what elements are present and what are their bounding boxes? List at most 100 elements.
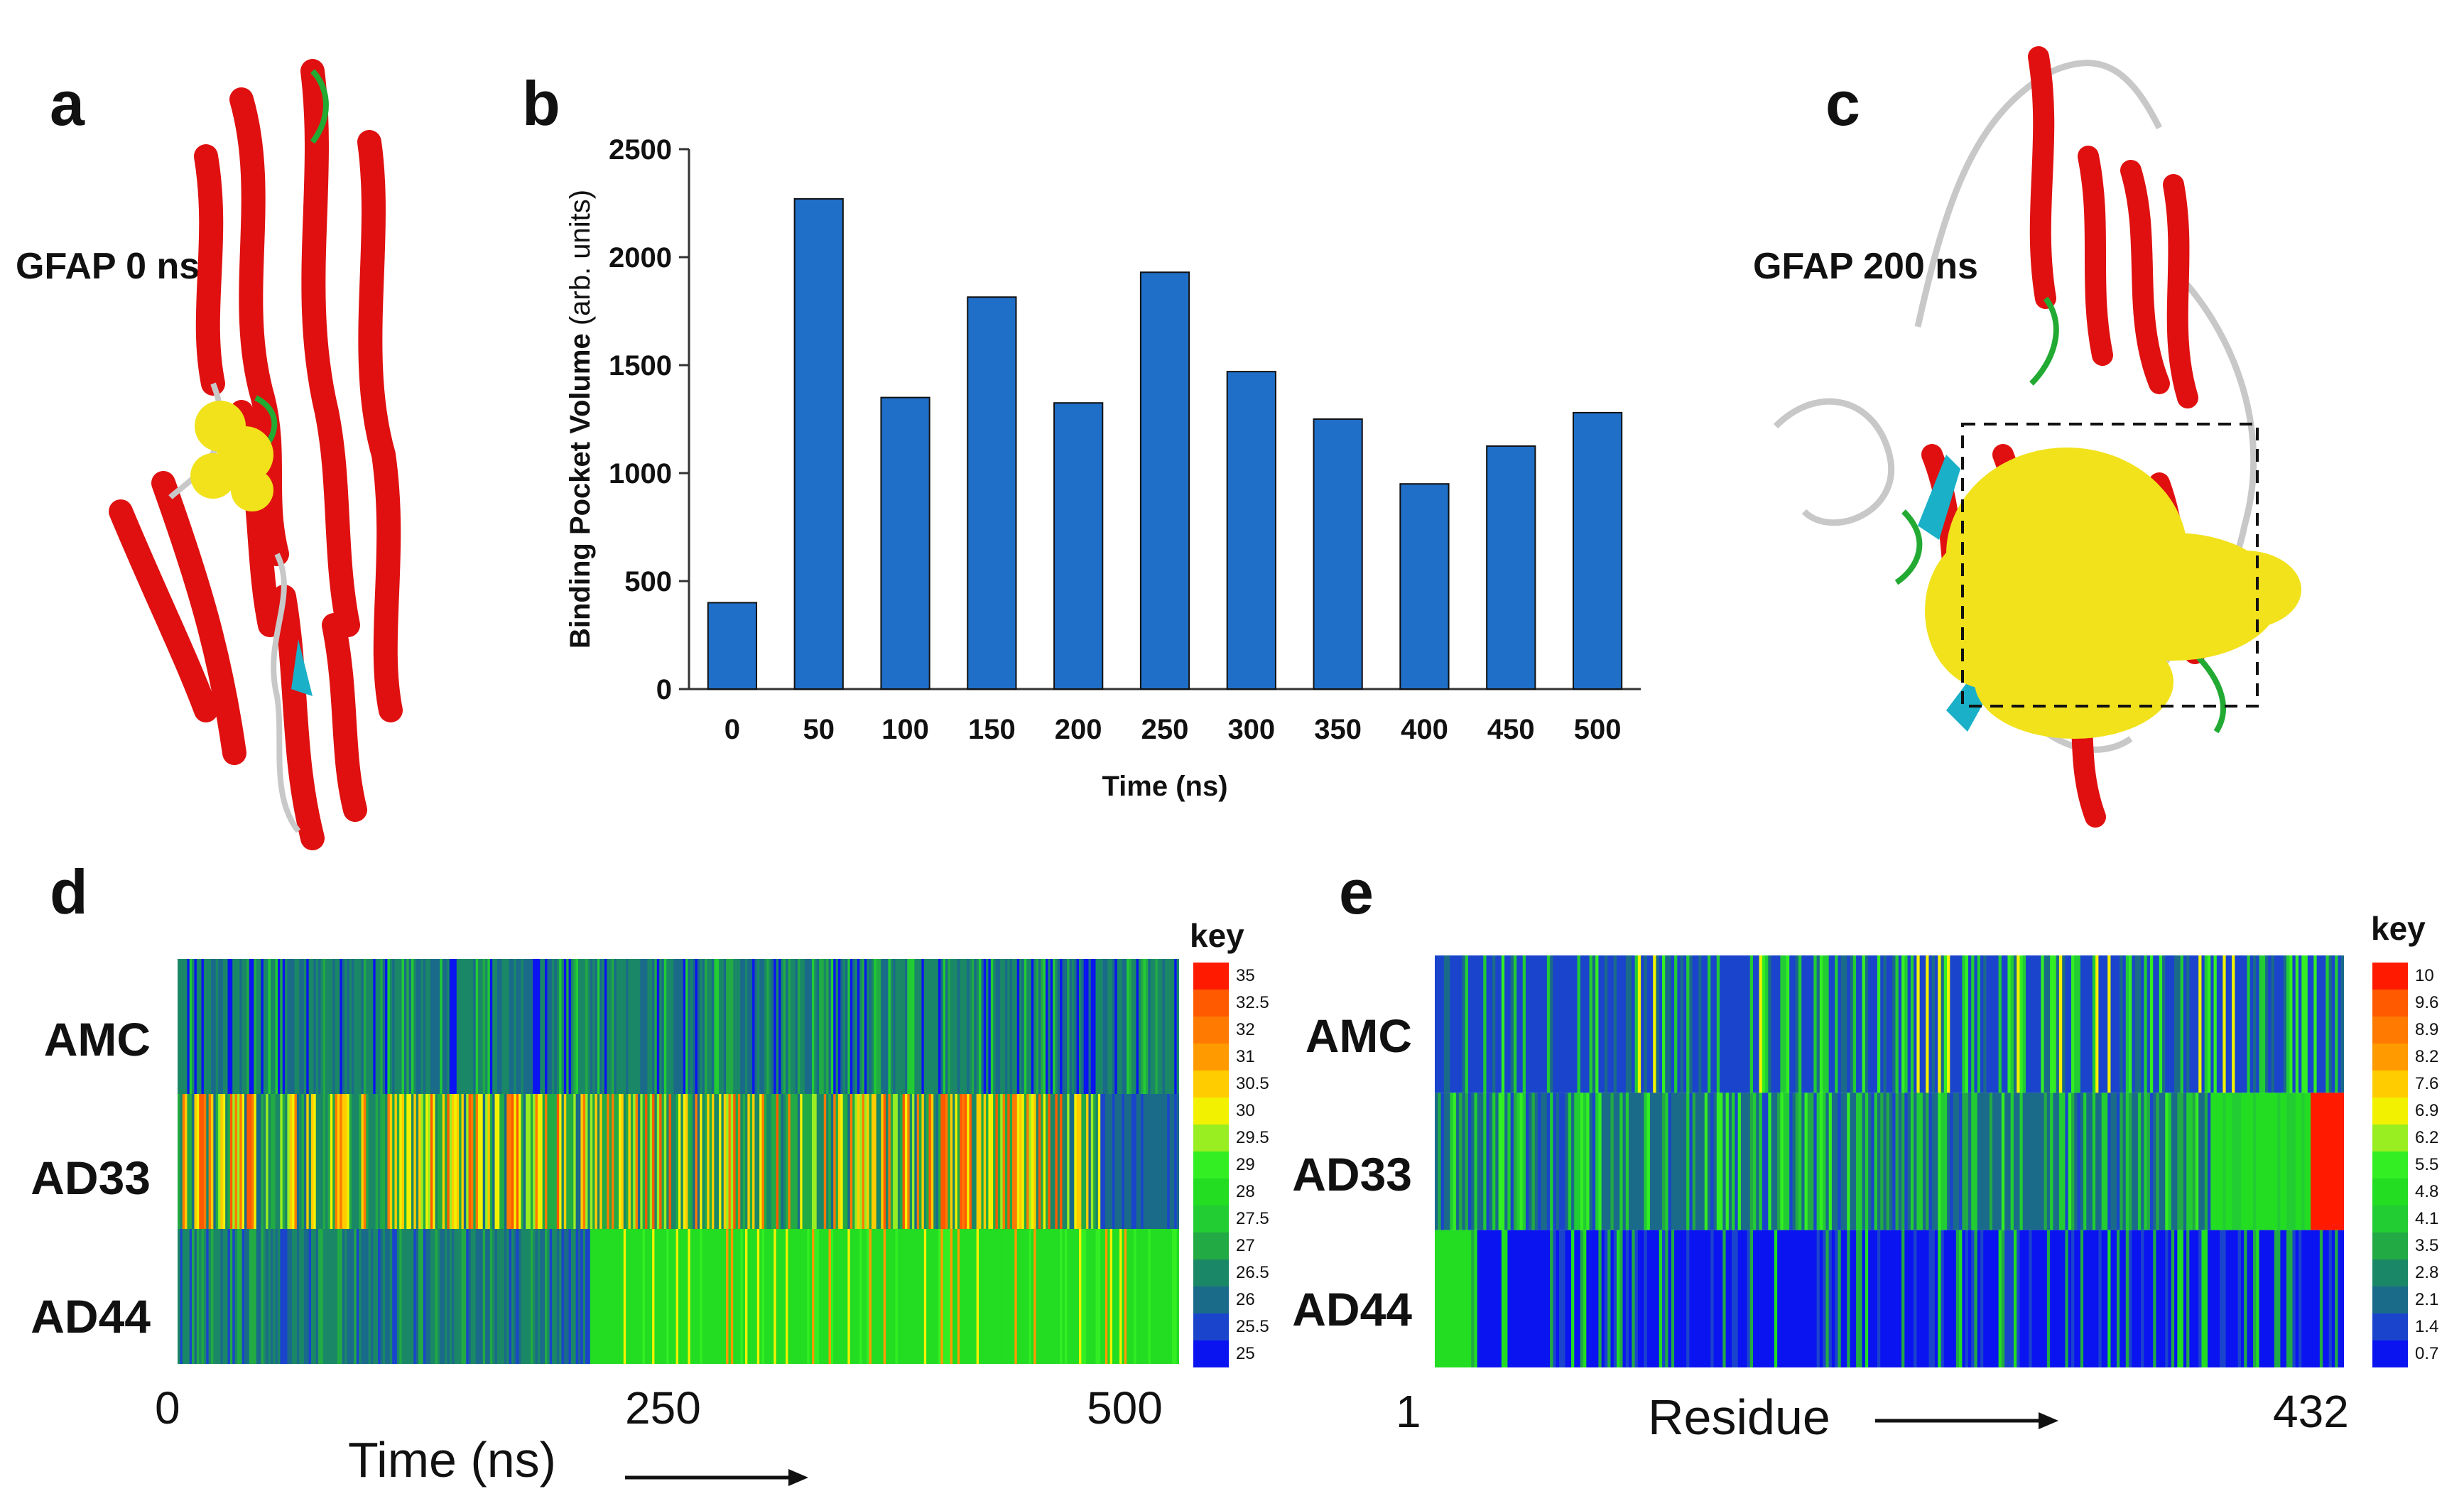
heat-cell <box>311 1229 315 1364</box>
helix-2 <box>300 59 360 637</box>
heat-cell <box>2292 1093 2296 1230</box>
heat-cell <box>745 959 749 1094</box>
heat-cell <box>1595 955 1600 1093</box>
heat-cell <box>833 1229 837 1364</box>
heat-cell <box>1795 1093 1799 1230</box>
heat-cell <box>2213 1093 2218 1230</box>
heat-cell <box>1086 1229 1090 1364</box>
heat-cell <box>2331 1093 2335 1230</box>
heat-cell <box>189 1094 192 1229</box>
heat-cell <box>2117 1093 2121 1230</box>
heat-cell <box>1489 955 1493 1093</box>
heat-cell <box>693 1094 696 1229</box>
heat-cell <box>208 1229 212 1364</box>
heat-cell <box>420 1229 424 1364</box>
heat-cell <box>268 1229 271 1364</box>
heat-cell <box>1698 1093 1703 1230</box>
heat-cell <box>514 1229 517 1364</box>
heat-cell <box>749 959 753 1094</box>
heat-cell <box>452 1094 455 1229</box>
heat-cell <box>420 959 424 1094</box>
heat-cell <box>1122 959 1125 1094</box>
heatmap-d-x-title: Time (ns) <box>348 1432 556 1488</box>
heat-cell <box>2228 955 2232 1093</box>
heat-cell <box>1038 1094 1042 1229</box>
heat-cell <box>1974 955 1978 1093</box>
heat-cell <box>730 1094 734 1229</box>
heat-cell <box>1510 1230 1514 1367</box>
heat-cell <box>1583 1093 1588 1230</box>
heat-cell <box>986 1229 989 1364</box>
heat-cell <box>1064 1229 1068 1364</box>
heat-cell <box>1677 1093 1681 1230</box>
heat-cell <box>1980 1093 1985 1230</box>
heat-cell <box>1771 1230 1775 1367</box>
heat-cell <box>981 1229 984 1364</box>
key-swatch <box>1193 1125 1229 1152</box>
heat-cell <box>976 1229 979 1364</box>
heat-cell <box>1119 1094 1123 1229</box>
heat-cell <box>1844 1230 1848 1367</box>
heat-cell <box>308 1094 312 1229</box>
heat-cell <box>1134 1094 1137 1229</box>
heat-cell <box>928 1094 932 1229</box>
heat-cell <box>2137 1230 2142 1367</box>
heat-cell <box>227 1094 231 1229</box>
heat-cell <box>199 1229 202 1364</box>
pocket-surface-a <box>190 401 273 511</box>
heat-cell <box>1053 959 1056 1094</box>
heat-cell <box>2262 1093 2266 1230</box>
bar-350 <box>1313 418 1363 690</box>
heat-cell <box>1526 955 1530 1093</box>
heat-cell <box>2113 1093 2117 1230</box>
heat-cell <box>2277 1230 2281 1367</box>
heat-cell <box>2311 1093 2315 1230</box>
heat-cell <box>774 959 777 1094</box>
heat-cell <box>1031 959 1035 1094</box>
heat-cell <box>487 1094 491 1229</box>
heat-cell <box>1014 1094 1018 1229</box>
heat-cell <box>2077 1093 2081 1230</box>
heat-cell <box>1801 1093 1806 1230</box>
heat-cell <box>442 1229 445 1364</box>
heat-cell <box>466 1094 470 1229</box>
heat-cell <box>2335 1093 2339 1230</box>
heat-cell <box>852 1094 856 1229</box>
heat-cell <box>997 1229 1002 1364</box>
heat-cell <box>1169 1094 1173 1229</box>
heat-cell <box>1088 1229 1092 1364</box>
heat-cell <box>1955 1230 1960 1367</box>
heat-cell <box>2313 955 2318 1093</box>
heat-cell <box>2283 955 2287 1093</box>
heat-cell <box>523 1229 526 1364</box>
heat-cell <box>2198 1093 2203 1230</box>
heat-cell <box>1546 1093 1551 1230</box>
heat-cell <box>745 1094 749 1229</box>
heat-cell <box>1649 1230 1654 1367</box>
heat-cell <box>1862 955 1866 1093</box>
heat-cell <box>790 1094 793 1229</box>
heat-cell <box>2074 955 2078 1093</box>
heat-cell <box>1935 955 1939 1093</box>
heat-cell <box>852 959 856 1094</box>
heat-cell <box>1753 1093 1757 1230</box>
heat-cell <box>1692 955 1696 1093</box>
x-axis-title: Time (ns) <box>1102 771 1227 802</box>
heat-cell <box>1792 955 1796 1093</box>
heat-cell <box>1914 1230 1918 1367</box>
heat-cell <box>1064 1094 1068 1229</box>
heat-cell <box>2159 1230 2163 1367</box>
heat-cell <box>1007 959 1011 1094</box>
heat-cell <box>251 1094 255 1229</box>
key-label: 30.5 <box>1236 1074 1269 1093</box>
heat-cell <box>1526 1093 1530 1230</box>
heat-cell <box>974 1229 977 1364</box>
heat-cell <box>423 1094 426 1229</box>
heat-cell <box>902 1094 906 1229</box>
heat-cell <box>1541 955 1545 1093</box>
heat-cell <box>435 1094 438 1229</box>
heat-cell <box>788 959 791 1094</box>
heat-cell <box>366 959 369 1094</box>
heat-cell <box>1136 1229 1139 1364</box>
x-tick-label: 0 <box>724 714 740 745</box>
